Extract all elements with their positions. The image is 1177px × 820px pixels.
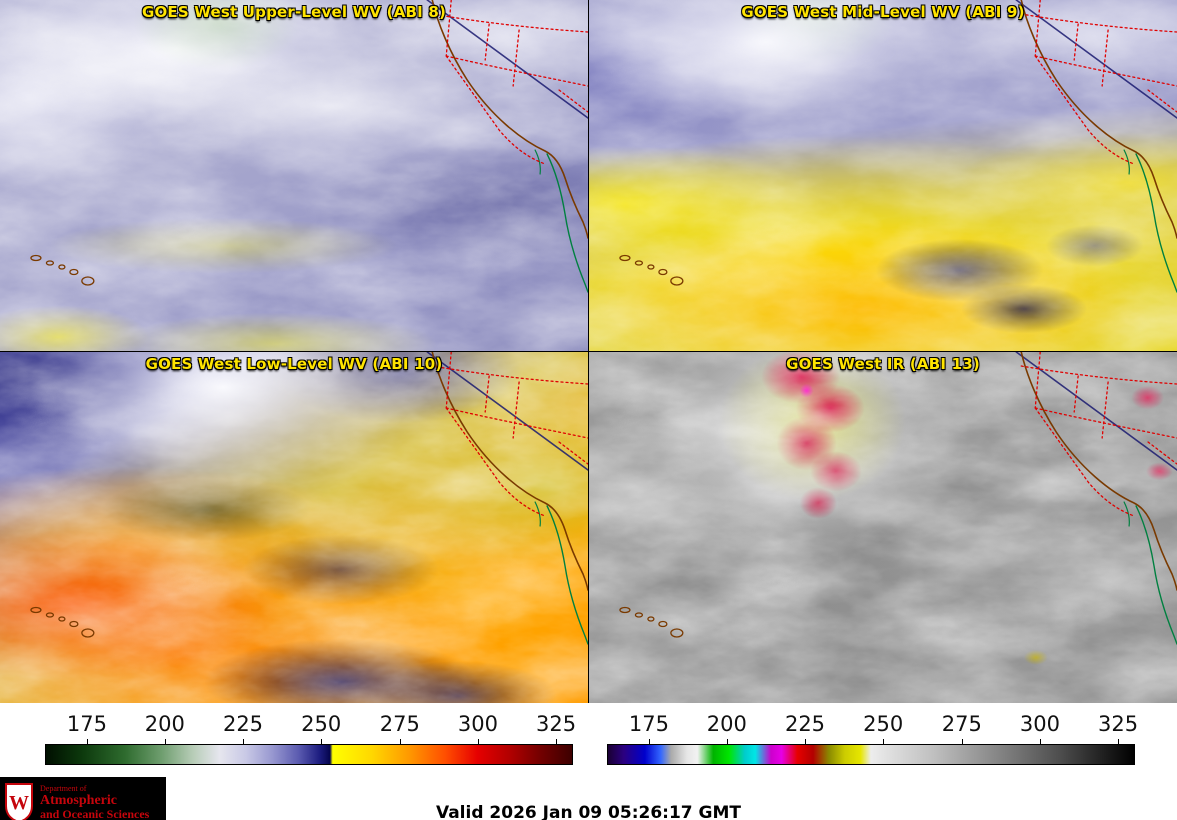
cloud-texture-overlay [0, 0, 588, 351]
valid-time: Valid 2026 Jan 09 05:26:17 GMT [435, 803, 742, 820]
footer: W Department of Atmospheric and Oceanic … [0, 777, 1177, 820]
panel-overlay-abi10 [0, 352, 588, 703]
panel-upper-level-wv: GOES West Upper-Level WV (ABI 8) [0, 0, 588, 351]
colorbar-tick-label: 225 [784, 712, 826, 736]
colorbar-tick-label: 200 [144, 712, 185, 736]
wv-colorbar-ticks [45, 739, 573, 744]
satellite-panels-grid: GOES West Upper-Level WV (ABI 8) GOES We… [0, 0, 1177, 703]
panel-overlay-abi8 [0, 0, 588, 351]
colorbar-tick-label: 225 [222, 712, 264, 736]
panel-ir: GOES West IR (ABI 13) [589, 352, 1177, 703]
colorbar-tick-label: 250 [301, 712, 342, 736]
logo-name-line2: and Oceanic Sciences [40, 807, 150, 820]
ir-colorbar-ticks [607, 739, 1135, 744]
wv-colorbar-labels: 175 200 225 250 275 300 325 [45, 712, 577, 739]
panel-title-abi10: GOES West Low-Level WV (ABI 10) [145, 355, 443, 373]
wv-colorbar-gradient-bar [45, 744, 573, 765]
ir-colorbar: 175 200 225 250 275 300 325 [607, 712, 1139, 777]
panel-title-abi8: GOES West Upper-Level WV (ABI 8) [141, 3, 447, 21]
colorbar-tick-label: 275 [379, 712, 420, 736]
colorbar-tick-label: 175 [66, 712, 108, 736]
ir-colorbar-labels: 175 200 225 250 275 300 325 [607, 712, 1139, 739]
colorbar-row: 175 200 225 250 275 300 325 175 200 225 … [0, 703, 1177, 777]
logo-name-line1: Atmospheric [40, 792, 117, 808]
uw-aos-logo: W Department of Atmospheric and Oceanic … [0, 777, 166, 820]
cloud-texture-overlay [0, 352, 588, 703]
colorbar-tick-label: 325 [536, 712, 577, 736]
cloud-texture-overlay [589, 352, 1177, 703]
colorbar-tick-label: 250 [863, 712, 904, 736]
colorbar-tick-label: 200 [706, 712, 747, 736]
panel-title-abi13: GOES West IR (ABI 13) [786, 355, 980, 373]
logo-text: Department of Atmospheric and Oceanic Sc… [40, 784, 150, 820]
panel-mid-level-wv: GOES West Mid-Level WV (ABI 9) [589, 0, 1177, 351]
panel-low-level-wv: GOES West Low-Level WV (ABI 10) [0, 352, 588, 703]
panel-title-abi9: GOES West Mid-Level WV (ABI 9) [741, 3, 1025, 21]
crest-letter: W [9, 792, 29, 814]
colorbar-tick-label: 325 [1098, 712, 1139, 736]
colorbar-tick-label: 300 [1019, 712, 1060, 736]
wv-colorbar: 175 200 225 250 275 300 325 [45, 712, 577, 777]
panel-overlay-abi9 [589, 0, 1177, 351]
colorbar-tick-label: 300 [457, 712, 498, 736]
ir-colorbar-gradient-bar [607, 744, 1135, 765]
logo-dept-line: Department of [40, 784, 87, 794]
colorbar-tick-label: 175 [628, 712, 670, 736]
cloud-texture-overlay [589, 0, 1177, 351]
uw-crest-icon: W [5, 783, 33, 820]
panel-overlay-abi13 [589, 352, 1177, 703]
colorbar-tick-label: 275 [941, 712, 982, 736]
